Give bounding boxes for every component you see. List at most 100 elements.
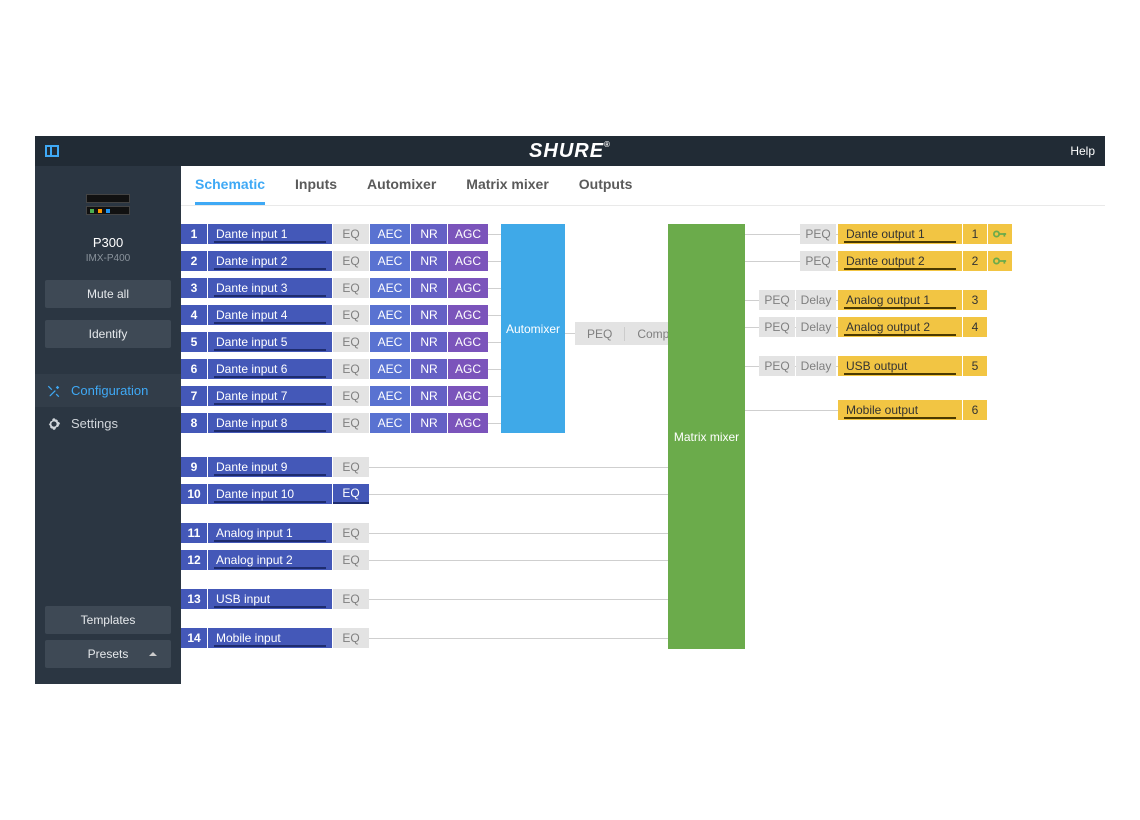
peq-comp-block[interactable]: PEQComp: [575, 322, 681, 345]
tab-automixer[interactable]: Automixer: [367, 166, 436, 205]
identify-button[interactable]: Identify: [45, 320, 171, 348]
eq-block[interactable]: EQ: [333, 523, 369, 543]
agc-block[interactable]: AGC: [448, 332, 488, 352]
output-label[interactable]: Dante output 2: [838, 251, 962, 271]
aec-block[interactable]: AEC: [370, 359, 410, 379]
input-row[interactable]: 14Mobile inputEQ: [181, 628, 369, 648]
matrix-mixer-block[interactable]: Matrix mixer: [668, 224, 745, 649]
peq-slot[interactable]: PEQ: [759, 317, 795, 337]
mute-all-button[interactable]: Mute all: [45, 280, 171, 308]
tab-matrix-mixer[interactable]: Matrix mixer: [466, 166, 548, 205]
agc-block[interactable]: AGC: [448, 224, 488, 244]
nr-block[interactable]: NR: [411, 278, 447, 298]
input-row[interactable]: 1Dante input 1EQAECNRAGC: [181, 224, 488, 244]
agc-block[interactable]: AGC: [448, 305, 488, 325]
output-label[interactable]: Analog output 2: [838, 317, 962, 337]
peq-slot[interactable]: PEQ: [759, 356, 795, 376]
aec-block[interactable]: AEC: [370, 386, 410, 406]
eq-block[interactable]: EQ: [333, 251, 369, 271]
channel-label[interactable]: Analog input 2: [208, 550, 332, 570]
eq-block[interactable]: EQ: [333, 386, 369, 406]
input-row[interactable]: 2Dante input 2EQAECNRAGC: [181, 251, 488, 271]
eq-block[interactable]: EQ: [333, 457, 369, 477]
eq-block[interactable]: EQ: [333, 332, 369, 352]
peq-slot[interactable]: PEQ: [575, 327, 625, 341]
channel-label[interactable]: Dante input 10: [208, 484, 332, 504]
input-row[interactable]: 5Dante input 5EQAECNRAGC: [181, 332, 488, 352]
nr-block[interactable]: NR: [411, 224, 447, 244]
tab-schematic[interactable]: Schematic: [195, 166, 265, 205]
channel-label[interactable]: Dante input 7: [208, 386, 332, 406]
output-row[interactable]: PEQDante output 11: [800, 224, 1012, 244]
nr-block[interactable]: NR: [411, 413, 447, 433]
tab-outputs[interactable]: Outputs: [579, 166, 633, 205]
agc-block[interactable]: AGC: [448, 386, 488, 406]
aec-block[interactable]: AEC: [370, 224, 410, 244]
output-row[interactable]: Mobile output6: [837, 400, 987, 420]
output-row[interactable]: PEQDelayAnalog output 13: [759, 290, 987, 310]
output-row[interactable]: PEQDante output 22: [800, 251, 1012, 271]
peq-slot[interactable]: PEQ: [800, 251, 836, 271]
output-label[interactable]: Analog output 1: [838, 290, 962, 310]
peq-slot[interactable]: PEQ: [759, 290, 795, 310]
aec-block[interactable]: AEC: [370, 305, 410, 325]
output-label[interactable]: Mobile output: [838, 400, 962, 420]
peq-slot[interactable]: PEQ: [800, 224, 836, 244]
nr-block[interactable]: NR: [411, 332, 447, 352]
output-label[interactable]: USB output: [838, 356, 962, 376]
presets-button[interactable]: Presets: [45, 640, 171, 668]
agc-block[interactable]: AGC: [448, 359, 488, 379]
delay-slot[interactable]: Delay: [796, 290, 836, 310]
input-row[interactable]: 10Dante input 10EQ: [181, 484, 369, 504]
nr-block[interactable]: NR: [411, 305, 447, 325]
input-row[interactable]: 11Analog input 1EQ: [181, 523, 369, 543]
input-row[interactable]: 3Dante input 3EQAECNRAGC: [181, 278, 488, 298]
nr-block[interactable]: NR: [411, 359, 447, 379]
aec-block[interactable]: AEC: [370, 332, 410, 352]
templates-button[interactable]: Templates: [45, 606, 171, 634]
channel-label[interactable]: USB input: [208, 589, 332, 609]
channel-label[interactable]: Dante input 2: [208, 251, 332, 271]
eq-block[interactable]: EQ: [333, 359, 369, 379]
channel-label[interactable]: Dante input 3: [208, 278, 332, 298]
agc-block[interactable]: AGC: [448, 413, 488, 433]
agc-block[interactable]: AGC: [448, 278, 488, 298]
input-row[interactable]: 8Dante input 8EQAECNRAGC: [181, 413, 488, 433]
channel-label[interactable]: Dante input 4: [208, 305, 332, 325]
channel-label[interactable]: Dante input 9: [208, 457, 332, 477]
nav-configuration[interactable]: Configuration: [35, 374, 181, 407]
automixer-block[interactable]: Automixer: [501, 224, 565, 433]
channel-label[interactable]: Dante input 8: [208, 413, 332, 433]
eq-block[interactable]: EQ: [333, 484, 369, 504]
input-row[interactable]: 13USB inputEQ: [181, 589, 369, 609]
aec-block[interactable]: AEC: [370, 413, 410, 433]
delay-slot[interactable]: Delay: [796, 317, 836, 337]
input-row[interactable]: 9Dante input 9EQ: [181, 457, 369, 477]
eq-block[interactable]: EQ: [333, 278, 369, 298]
eq-block[interactable]: EQ: [333, 589, 369, 609]
nav-settings[interactable]: Settings: [35, 407, 181, 440]
eq-block[interactable]: EQ: [333, 305, 369, 325]
channel-label[interactable]: Mobile input: [208, 628, 332, 648]
tab-inputs[interactable]: Inputs: [295, 166, 337, 205]
nr-block[interactable]: NR: [411, 386, 447, 406]
aec-block[interactable]: AEC: [370, 278, 410, 298]
delay-slot[interactable]: Delay: [796, 356, 836, 376]
channel-label[interactable]: Dante input 1: [208, 224, 332, 244]
eq-block[interactable]: EQ: [333, 550, 369, 570]
eq-block[interactable]: EQ: [333, 413, 369, 433]
help-link[interactable]: Help: [1070, 144, 1095, 158]
eq-block[interactable]: EQ: [333, 628, 369, 648]
agc-block[interactable]: AGC: [448, 251, 488, 271]
input-row[interactable]: 4Dante input 4EQAECNRAGC: [181, 305, 488, 325]
toggle-panel-icon[interactable]: [45, 145, 59, 157]
channel-label[interactable]: Analog input 1: [208, 523, 332, 543]
input-row[interactable]: 7Dante input 7EQAECNRAGC: [181, 386, 488, 406]
channel-label[interactable]: Dante input 6: [208, 359, 332, 379]
eq-block[interactable]: EQ: [333, 224, 369, 244]
output-label[interactable]: Dante output 1: [838, 224, 962, 244]
nr-block[interactable]: NR: [411, 251, 447, 271]
channel-label[interactable]: Dante input 5: [208, 332, 332, 352]
input-row[interactable]: 6Dante input 6EQAECNRAGC: [181, 359, 488, 379]
output-row[interactable]: PEQDelayUSB output5: [759, 356, 987, 376]
